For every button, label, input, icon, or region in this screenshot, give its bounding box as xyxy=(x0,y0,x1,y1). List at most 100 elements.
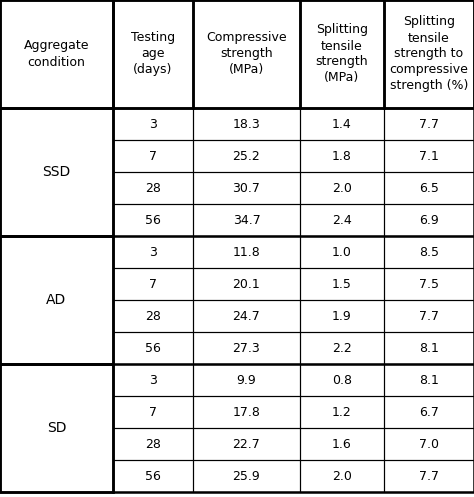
Text: 17.8: 17.8 xyxy=(233,406,260,418)
Bar xyxy=(0,364,113,492)
Bar xyxy=(193,108,300,140)
Bar xyxy=(113,172,193,204)
Bar xyxy=(384,204,474,236)
Text: 2.0: 2.0 xyxy=(332,470,352,483)
Text: 56: 56 xyxy=(145,214,161,227)
Text: Compressive
strength
(MPa): Compressive strength (MPa) xyxy=(206,31,287,77)
Bar xyxy=(0,0,113,108)
Text: 18.3: 18.3 xyxy=(233,117,260,131)
Bar xyxy=(193,332,300,364)
Bar xyxy=(0,108,113,236)
Text: 6.9: 6.9 xyxy=(419,214,439,227)
Bar xyxy=(384,236,474,268)
Bar xyxy=(300,428,384,460)
Text: 27.3: 27.3 xyxy=(233,341,260,354)
Text: 24.7: 24.7 xyxy=(233,310,260,323)
Text: 11.8: 11.8 xyxy=(233,246,260,258)
Bar xyxy=(193,172,300,204)
Bar xyxy=(193,268,300,300)
Text: Aggregate
condition: Aggregate condition xyxy=(24,39,89,69)
Bar xyxy=(113,268,193,300)
Text: 7: 7 xyxy=(149,277,157,291)
Text: 28: 28 xyxy=(145,310,161,323)
Bar xyxy=(193,364,300,396)
Bar xyxy=(113,108,193,140)
Bar xyxy=(113,364,193,396)
Bar xyxy=(384,364,474,396)
Text: 25.2: 25.2 xyxy=(233,150,260,163)
Bar xyxy=(384,172,474,204)
Text: 7.5: 7.5 xyxy=(419,277,439,291)
Bar xyxy=(113,396,193,428)
Bar xyxy=(193,460,300,492)
Bar xyxy=(384,396,474,428)
Text: Testing
age
(days): Testing age (days) xyxy=(131,31,175,77)
Bar xyxy=(193,0,300,108)
Text: AD: AD xyxy=(46,293,67,307)
Bar xyxy=(193,204,300,236)
Text: SD: SD xyxy=(47,421,66,435)
Bar xyxy=(113,236,193,268)
Bar xyxy=(384,300,474,332)
Bar xyxy=(384,428,474,460)
Text: 22.7: 22.7 xyxy=(233,437,260,450)
Bar xyxy=(300,364,384,396)
Bar xyxy=(193,300,300,332)
Text: 28: 28 xyxy=(145,437,161,450)
Bar xyxy=(300,172,384,204)
Bar xyxy=(300,204,384,236)
Bar xyxy=(300,236,384,268)
Bar xyxy=(113,428,193,460)
Text: 9.9: 9.9 xyxy=(237,374,256,387)
Text: 28: 28 xyxy=(145,181,161,194)
Bar xyxy=(384,268,474,300)
Bar xyxy=(113,460,193,492)
Bar xyxy=(300,332,384,364)
Bar xyxy=(384,108,474,140)
Text: 34.7: 34.7 xyxy=(233,214,260,227)
Text: 7.7: 7.7 xyxy=(419,117,439,131)
Text: 7.1: 7.1 xyxy=(419,150,439,163)
Bar xyxy=(384,0,474,108)
Bar xyxy=(300,268,384,300)
Text: 3: 3 xyxy=(149,117,157,131)
Text: 7: 7 xyxy=(149,406,157,418)
Bar xyxy=(384,332,474,364)
Text: 3: 3 xyxy=(149,374,157,387)
Text: 7.7: 7.7 xyxy=(419,310,439,323)
Bar xyxy=(113,0,193,108)
Bar xyxy=(384,140,474,172)
Bar xyxy=(113,204,193,236)
Bar xyxy=(193,236,300,268)
Text: 1.8: 1.8 xyxy=(332,150,352,163)
Text: 7: 7 xyxy=(149,150,157,163)
Bar xyxy=(0,236,113,364)
Bar xyxy=(300,140,384,172)
Text: Splitting
tensile
strength to
compressive
strength (%): Splitting tensile strength to compressiv… xyxy=(390,15,468,92)
Text: 6.5: 6.5 xyxy=(419,181,439,194)
Text: 2.2: 2.2 xyxy=(332,341,352,354)
Text: 1.6: 1.6 xyxy=(332,437,352,450)
Text: 1.9: 1.9 xyxy=(332,310,352,323)
Text: 8.1: 8.1 xyxy=(419,374,439,387)
Text: 20.1: 20.1 xyxy=(233,277,260,291)
Bar xyxy=(193,396,300,428)
Bar xyxy=(300,108,384,140)
Text: 25.9: 25.9 xyxy=(233,470,260,483)
Text: SSD: SSD xyxy=(42,165,71,179)
Bar xyxy=(300,300,384,332)
Bar xyxy=(300,396,384,428)
Text: 7.7: 7.7 xyxy=(419,470,439,483)
Text: 1.2: 1.2 xyxy=(332,406,352,418)
Text: 2.4: 2.4 xyxy=(332,214,352,227)
Bar xyxy=(113,332,193,364)
Text: 0.8: 0.8 xyxy=(332,374,352,387)
Text: Splitting
tensile
strength
(MPa): Splitting tensile strength (MPa) xyxy=(316,23,368,84)
Bar xyxy=(113,300,193,332)
Text: 8.1: 8.1 xyxy=(419,341,439,354)
Text: 56: 56 xyxy=(145,470,161,483)
Text: 1.0: 1.0 xyxy=(332,246,352,258)
Text: 6.7: 6.7 xyxy=(419,406,439,418)
Text: 2.0: 2.0 xyxy=(332,181,352,194)
Bar xyxy=(384,460,474,492)
